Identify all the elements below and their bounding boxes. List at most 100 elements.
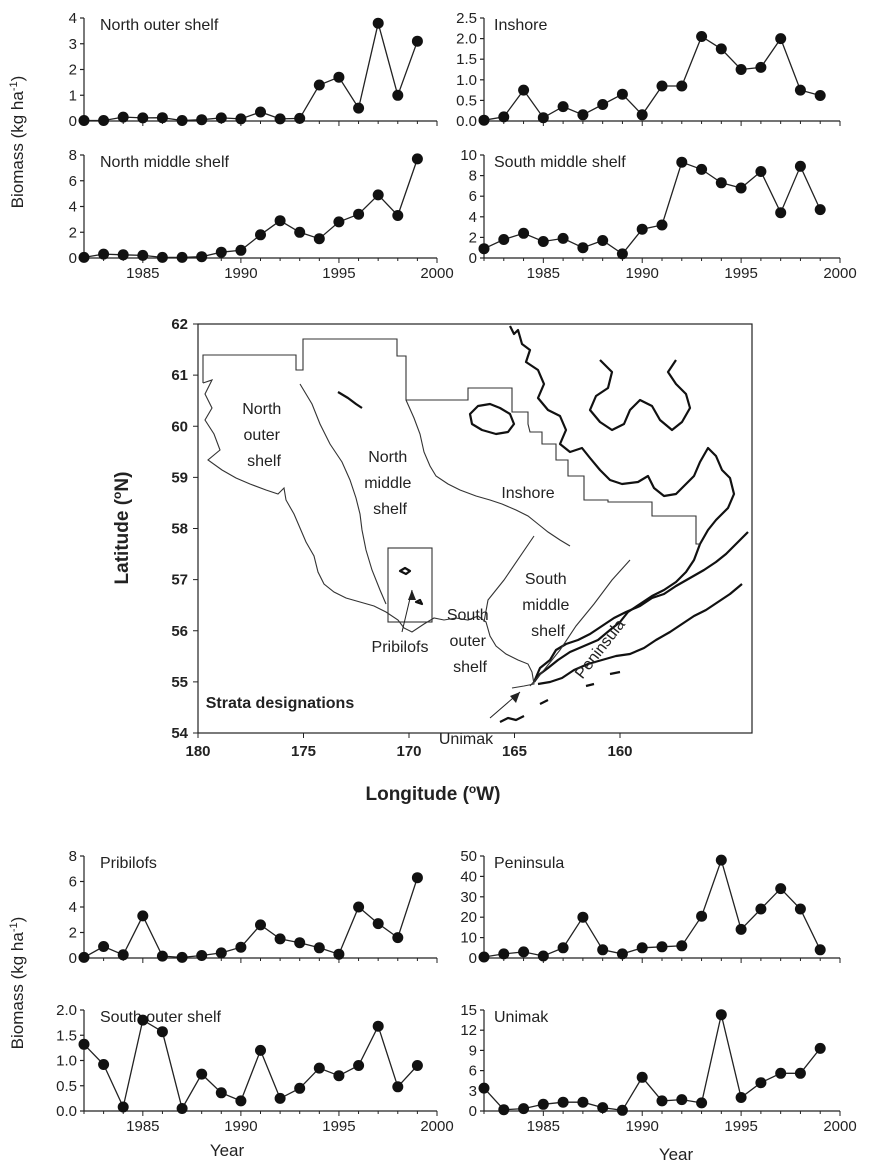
data-point: [636, 1071, 648, 1083]
y-tick-label: 2: [69, 925, 77, 942]
y-tick-label: 2.5: [456, 10, 477, 27]
x-tick-label: 2000: [823, 265, 856, 282]
y-tick-label: 0.0: [56, 1103, 77, 1120]
data-point: [372, 17, 384, 29]
data-point: [755, 61, 767, 73]
y-tick-label: 1.5: [456, 51, 477, 68]
lat-tick-label: 61: [171, 367, 188, 384]
data-point: [176, 951, 188, 963]
lat-tick-label: 55: [171, 674, 188, 691]
lat-tick-label: 59: [171, 469, 188, 486]
data-point: [656, 80, 668, 92]
data-point: [616, 948, 628, 960]
data-point: [498, 1104, 510, 1116]
y-tick-label: 40: [460, 868, 477, 885]
data-point: [117, 949, 129, 961]
label-pribilofs: Pribilofs: [372, 639, 429, 656]
series-line: [83, 158, 419, 259]
chart-panel-1: 0 1 2 3 4 North outer shelf: [69, 10, 438, 130]
data-point: [353, 208, 365, 220]
y-tick-label: 6: [69, 874, 77, 891]
data-point: [597, 235, 609, 246]
data-point: [235, 941, 247, 953]
data-point: [215, 1087, 227, 1099]
data-point: [577, 109, 589, 121]
y-tick-label: 0: [69, 250, 77, 267]
data-point: [794, 903, 806, 915]
data-point: [176, 1103, 188, 1114]
data-point: [156, 1026, 168, 1038]
lat-tick-label: 58: [171, 521, 188, 538]
data-point: [775, 883, 787, 895]
data-point: [313, 1062, 325, 1074]
x-tick-label: 1995: [724, 1118, 757, 1135]
panel-title: North middle shelf: [100, 154, 230, 171]
data-point: [255, 106, 266, 118]
x-tick-label: 1985: [126, 1118, 159, 1135]
data-point: [794, 160, 806, 172]
label-south-outer: South outer shelf: [447, 607, 493, 676]
data-point: [411, 872, 423, 884]
south-middle-boundary: [483, 535, 535, 623]
data-point: [577, 1096, 589, 1108]
data-point: [478, 951, 490, 963]
data-point: [392, 210, 404, 221]
data-point: [656, 219, 668, 231]
data-point: [597, 99, 609, 110]
data-point: [597, 1102, 609, 1114]
x-tick-label: 1990: [224, 265, 257, 282]
data-point: [676, 1094, 688, 1106]
xlabel-year-left: Year: [210, 1141, 245, 1160]
chart-panel-4: 0 2 4 6 8 10 1985 1990 1995 2000 South middle shel…: [460, 147, 856, 282]
y-tick-label: 0: [69, 950, 77, 967]
lon-tick-label: 175: [291, 743, 316, 760]
pribilof-island-1: [398, 566, 412, 576]
data-point: [636, 223, 648, 235]
data-point: [597, 944, 609, 956]
unimak-islands: [499, 670, 621, 723]
data-point: [78, 251, 90, 263]
panel-title: Inshore: [494, 17, 547, 34]
data-point: [518, 84, 530, 96]
data-point: [775, 33, 787, 45]
data-point: [353, 102, 365, 114]
data-point: [755, 1077, 767, 1089]
data-point: [676, 940, 688, 952]
data-point: [411, 1060, 423, 1071]
data-point: [537, 950, 549, 962]
data-point: [498, 948, 510, 960]
data-point: [715, 43, 727, 55]
y-tick-label: 0.5: [56, 1078, 77, 1095]
alaska-mainland-coast: [509, 325, 736, 683]
data-point: [274, 933, 286, 945]
pribilofs-arrowhead: [408, 590, 416, 600]
data-point: [775, 207, 787, 219]
data-point: [755, 903, 767, 915]
data-point: [478, 114, 490, 126]
lon-tick-label: 165: [502, 743, 527, 760]
panel-title: Unimak: [494, 1009, 549, 1026]
data-point: [333, 216, 345, 228]
data-point: [333, 1070, 345, 1082]
label-north-middle: North middle shelf: [364, 449, 416, 518]
chart-panel-7: 0.0 0.5 1.0 1.5 2.0 1985 1990 1995 2000 South out…: [56, 1002, 454, 1135]
data-point: [411, 153, 423, 165]
shelf-edge-contour: [202, 379, 535, 689]
map-legend-title: Strata designations: [206, 695, 355, 712]
data-point: [156, 112, 168, 124]
data-point: [478, 1082, 490, 1094]
data-point: [814, 944, 826, 956]
data-point: [372, 918, 384, 930]
data-point: [196, 251, 208, 263]
data-point: [696, 163, 708, 175]
y-tick-label: 0: [469, 1103, 477, 1120]
data-point: [636, 942, 648, 954]
xlabel-year-right: Year: [659, 1145, 694, 1164]
panel-title: Pribilofs: [100, 855, 157, 872]
data-point: [735, 923, 747, 935]
data-point: [98, 1059, 110, 1070]
data-point: [696, 1097, 708, 1109]
data-point: [313, 79, 325, 91]
